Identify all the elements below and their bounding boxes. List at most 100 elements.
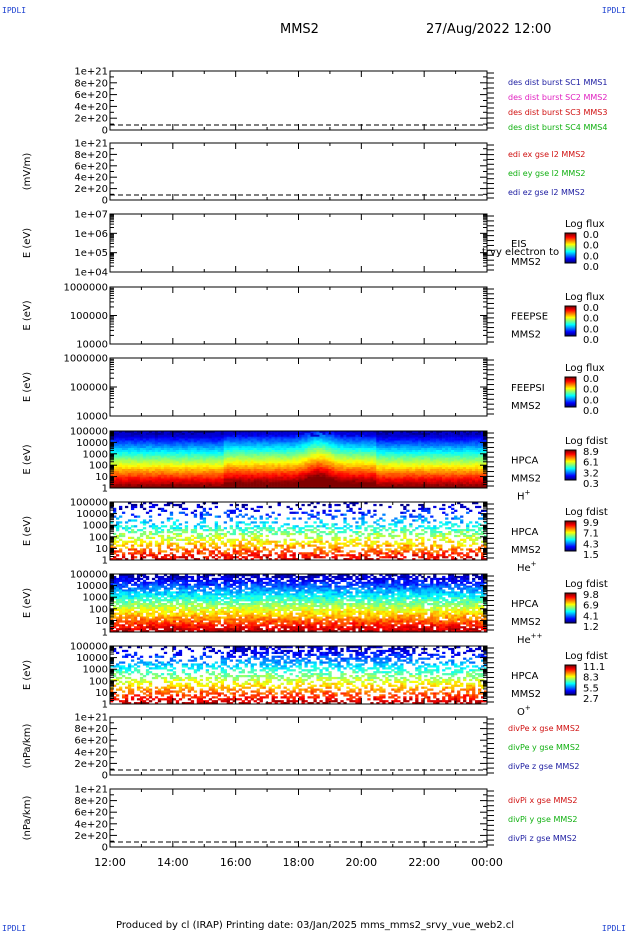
heatmap-cell	[247, 461, 251, 464]
heatmap-cell	[202, 440, 207, 443]
heatmap-cell	[217, 432, 221, 436]
heatmap-cell	[229, 467, 233, 470]
heatmap-cell	[460, 465, 464, 468]
heatmap-cell	[145, 521, 150, 524]
heatmap-cell	[406, 438, 410, 441]
heatmap-cell	[415, 448, 419, 451]
heatmap-cell	[124, 465, 129, 468]
heatmap-cell	[112, 509, 117, 512]
colorbar-swatch	[565, 321, 576, 323]
heatmap-cell	[148, 451, 153, 455]
heatmap-cell	[340, 459, 344, 462]
heatmap-cell	[181, 556, 186, 559]
heatmap-cell	[340, 440, 344, 443]
heatmap-cell	[379, 474, 383, 477]
heatmap-cell	[142, 450, 147, 453]
heatmap-cell	[124, 542, 129, 545]
heatmap-cell	[142, 548, 147, 551]
heatmap-cell	[253, 474, 257, 477]
heatmap-cell	[352, 434, 356, 437]
heatmap-cell	[214, 515, 219, 518]
colorbar-swatch	[565, 331, 576, 333]
heatmap-cell	[181, 440, 186, 443]
heatmap-cell	[286, 480, 290, 483]
heatmap-cell	[142, 434, 147, 437]
heatmap-cell	[385, 465, 389, 468]
heatmap-cell	[451, 472, 455, 475]
heatmap-cell	[241, 484, 245, 487]
heatmap-cell	[415, 469, 419, 472]
heatmap-cell	[409, 470, 413, 474]
heatmap-cell	[340, 461, 344, 464]
heatmap-cell	[223, 527, 227, 530]
heatmap-cell	[196, 550, 201, 553]
heatmap-cell	[388, 476, 392, 479]
heatmap-cell	[220, 453, 224, 456]
heatmap-cell	[238, 442, 242, 445]
heatmap-cell	[160, 453, 165, 456]
heatmap-cell	[151, 554, 156, 557]
heatmap-cell	[142, 442, 147, 445]
heatmap-cell	[337, 451, 341, 455]
heatmap-cell	[334, 480, 338, 483]
heatmap-cell	[355, 440, 359, 443]
heatmap-cell	[110, 463, 114, 466]
heatmap-cell	[406, 484, 410, 487]
heatmap-cell	[127, 519, 132, 522]
heatmap-cell	[475, 463, 479, 466]
heatmap-cell	[160, 486, 165, 489]
heatmap-cell	[409, 431, 413, 434]
heatmap-cell	[139, 554, 144, 557]
heatmap-cell	[391, 461, 395, 464]
heatmap-cell	[469, 436, 473, 439]
heatmap-cell	[475, 478, 479, 481]
heatmap-cell	[274, 480, 278, 483]
heatmap-cell	[193, 482, 198, 485]
heatmap-cell	[286, 431, 290, 434]
heatmap-cell	[166, 459, 171, 462]
heatmap-cell	[157, 544, 162, 547]
heatmap-cell	[355, 453, 359, 456]
heatmap-cell	[190, 511, 195, 514]
heatmap-cell	[454, 455, 458, 458]
heatmap-cell	[205, 440, 210, 443]
heatmap-cell	[178, 444, 183, 447]
colorbar-swatch	[565, 450, 576, 452]
heatmap-cell	[394, 476, 398, 479]
heatmap-cell	[364, 440, 368, 443]
heatmap-cell	[130, 444, 135, 447]
heatmap-cell	[433, 484, 437, 487]
heatmap-cell	[301, 463, 305, 466]
heatmap-cell	[121, 436, 126, 439]
heatmap-cell	[157, 442, 162, 445]
heatmap-cell	[274, 450, 278, 453]
heatmap-cell	[253, 431, 257, 434]
heatmap-cell	[256, 472, 260, 475]
heatmap-cell	[166, 519, 171, 522]
heatmap-cell	[343, 484, 347, 487]
heatmap-cell	[241, 467, 245, 470]
heatmap-cell	[199, 482, 204, 485]
heatmap-cell	[112, 450, 117, 453]
heatmap-cell	[193, 453, 198, 456]
heatmap-cell	[388, 436, 392, 439]
heatmap-cell	[229, 538, 233, 541]
heatmap-cell	[244, 434, 248, 437]
heatmap-cell	[385, 432, 389, 436]
heatmap-cell	[139, 552, 144, 555]
heatmap-cell	[361, 459, 365, 462]
heatmap-cell	[337, 431, 341, 434]
heatmap-cell	[220, 450, 224, 453]
heatmap-cell	[259, 474, 263, 477]
heatmap-cell	[367, 434, 371, 437]
panel-frame	[109, 286, 488, 345]
heatmap-cell	[199, 444, 204, 447]
heatmap-cell	[154, 444, 159, 447]
heatmap-cell	[388, 480, 392, 483]
heatmap-cell	[451, 486, 455, 489]
heatmap-cell	[121, 534, 126, 538]
heatmap-cell	[379, 467, 383, 470]
heatmap-cell	[220, 440, 224, 443]
heatmap-cell	[244, 448, 248, 451]
colorbar-tick-label: 0.0	[583, 374, 599, 385]
